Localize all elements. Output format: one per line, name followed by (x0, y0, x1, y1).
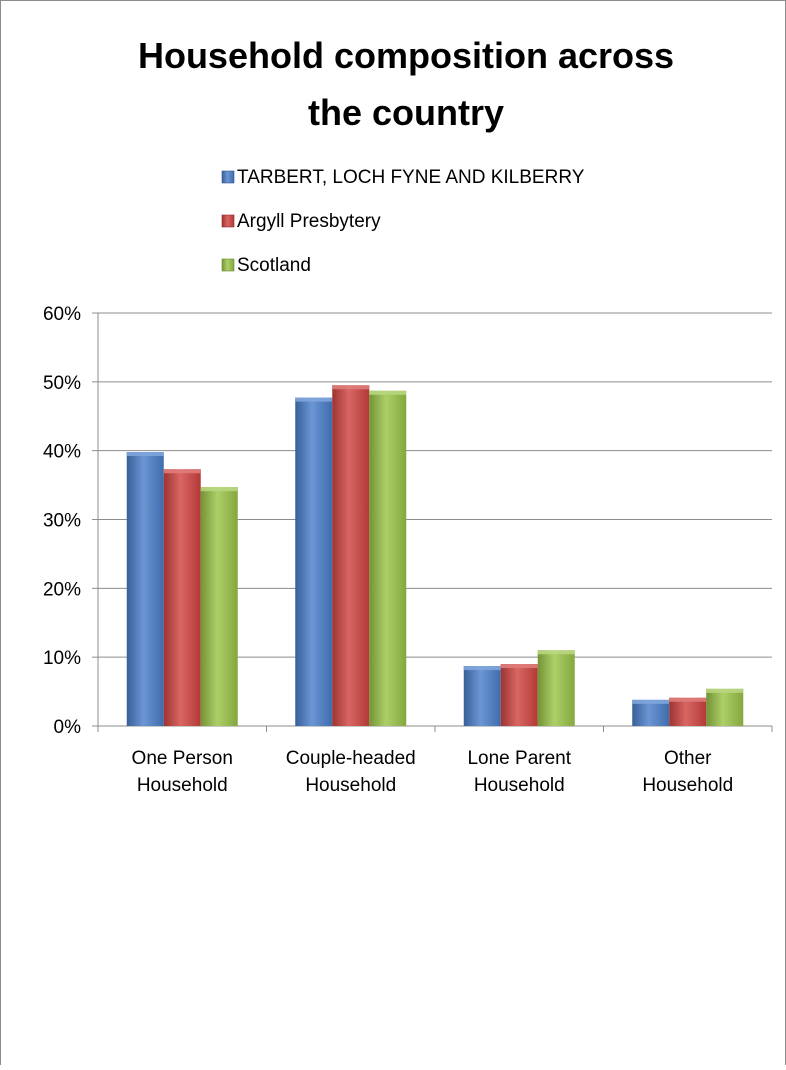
legend-label-3: Scotland (237, 255, 311, 276)
x-category-label: Couple-headed (286, 748, 416, 769)
bar-top-highlight (537, 650, 575, 655)
x-category-label: One Person (132, 748, 233, 769)
x-category-label: Lone Parent (467, 748, 571, 769)
bar-3-4 (706, 688, 744, 726)
legend-swatch-1 (221, 170, 235, 184)
bar-3-3 (537, 650, 575, 726)
x-category-label: Household (642, 775, 733, 796)
bar-2-4 (669, 697, 707, 726)
x-category-label: Household (305, 775, 396, 796)
bar-top-highlight (369, 390, 407, 395)
bar-3-2 (369, 390, 407, 726)
x-category-label: Household (474, 775, 565, 796)
y-tick-label: 40% (43, 442, 81, 463)
bar-top-highlight (706, 688, 744, 693)
chart-title-line-2: the country (308, 92, 504, 133)
x-category-label: Other (664, 748, 712, 769)
bar-1-3 (463, 666, 501, 726)
x-category-label: Household (137, 775, 228, 796)
bar-top-highlight (163, 469, 201, 474)
bar-top-highlight (295, 397, 333, 402)
legend-swatch-2 (221, 214, 235, 228)
bar-top-highlight (500, 664, 538, 669)
axis-labels: 0% 10% 20% 30% 40% 50% 60% One Person Household C… (43, 304, 733, 796)
bar-2-1 (163, 469, 201, 726)
bar-top-highlight (200, 487, 238, 492)
bar-2-2 (332, 385, 370, 726)
y-tick-label: 20% (43, 579, 81, 600)
y-tick-label: 10% (43, 648, 81, 669)
bar-1-2 (295, 397, 333, 726)
bar-2-3 (500, 664, 538, 726)
bar-top-highlight (463, 666, 501, 671)
bar-top-highlight (669, 697, 707, 702)
y-tick-label: 50% (43, 373, 81, 394)
y-tick-label: 60% (43, 304, 81, 325)
legend-label-2: Argyll Presbytery (237, 211, 381, 232)
bar-top-highlight (126, 452, 164, 457)
legend-swatch-3 (221, 258, 235, 272)
bar-top-highlight (632, 699, 670, 704)
y-tick-label: 0% (54, 717, 82, 738)
bar-top-highlight (332, 385, 370, 390)
legend-label-1: TARBERT, LOCH FYNE AND KILBERRY (237, 167, 585, 188)
bar-1-4 (632, 699, 670, 726)
bar-1-1 (126, 452, 164, 726)
bar-3-1 (200, 487, 238, 726)
chart-title-line-1: Household composition across (138, 35, 674, 76)
bars (126, 385, 744, 726)
chart-legend: TARBERT, LOCH FYNE AND KILBERRY Argyll Pr… (221, 167, 585, 276)
y-tick-label: 30% (43, 511, 81, 532)
